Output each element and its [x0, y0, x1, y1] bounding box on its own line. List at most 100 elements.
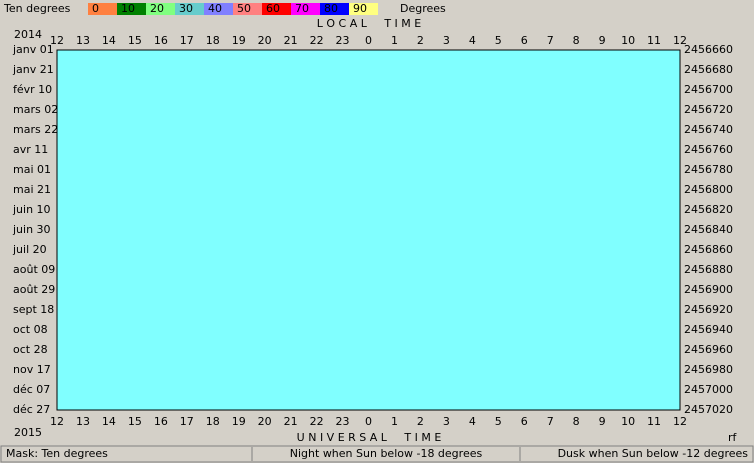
top-hour-label: 15	[128, 34, 142, 47]
top-hour-label: 14	[102, 34, 116, 47]
bottom-hour-label: 10	[621, 415, 635, 428]
bottom-hour-label: 9	[599, 415, 606, 428]
top-hour-label: 23	[336, 34, 350, 47]
date-label: déc 07	[13, 383, 50, 396]
bottom-hour-label: 16	[154, 415, 168, 428]
date-label: déc 27	[13, 403, 50, 416]
date-label: févr 10	[13, 83, 52, 96]
date-label: oct 28	[13, 343, 48, 356]
altitude-band	[733, 45, 754, 415]
top-hour-label: 21	[284, 34, 298, 47]
top-hour-label: 2	[417, 34, 424, 47]
julian-day-label: 2456800	[684, 183, 733, 196]
bottom-hour-label: 2	[417, 415, 424, 428]
julian-day-label: 2456820	[684, 203, 733, 216]
date-label: nov 17	[13, 363, 51, 376]
bottom-hour-label: 0	[365, 415, 372, 428]
julian-day-label: 2457020	[684, 403, 733, 416]
julian-day-label: 2456860	[684, 243, 733, 256]
top-hour-label: 19	[232, 34, 246, 47]
legend-label: 60	[266, 2, 280, 15]
bottom-hour-label: 1	[391, 415, 398, 428]
legend-label: 0	[92, 2, 99, 15]
date-label: juin 10	[12, 203, 51, 216]
julian-day-label: 2456980	[684, 363, 733, 376]
date-label: août 09	[13, 263, 55, 276]
bottom-hour-label: 3	[443, 415, 450, 428]
date-label: mars 22	[13, 123, 58, 136]
bottom-hour-label: 5	[495, 415, 502, 428]
bottom-hour-label: 12	[50, 415, 64, 428]
top-title: L O C A L T I M E	[317, 17, 422, 30]
bottom-hour-label: 21	[284, 415, 298, 428]
top-hour-label: 7	[547, 34, 554, 47]
plot-background	[57, 50, 680, 410]
julian-day-label: 2456880	[684, 263, 733, 276]
plot-border	[56, 49, 681, 411]
bottom-hour-label: 18	[206, 415, 220, 428]
bottom-hour-label: 14	[102, 415, 116, 428]
status-night: Night when Sun below -18 degrees	[290, 447, 483, 460]
top-hour-label: 5	[495, 34, 502, 47]
top-hour-label: 0	[365, 34, 372, 47]
julian-day-label: 2456840	[684, 223, 733, 236]
bottom-hour-label: 20	[258, 415, 272, 428]
legend-swatch	[320, 3, 349, 15]
bottom-hour-label: 17	[180, 415, 194, 428]
top-hour-label: 12	[50, 34, 64, 47]
date-label: sept 18	[13, 303, 54, 316]
top-hour-label: 13	[76, 34, 90, 47]
legend-swatch	[175, 3, 204, 15]
mask-label: Ten degrees	[3, 2, 71, 15]
date-label: août 29	[13, 283, 55, 296]
bottom-hour-label: 13	[76, 415, 90, 428]
bottom-hour-label: 19	[232, 415, 246, 428]
julian-day-label: 2456960	[684, 343, 733, 356]
date-label: mars 02	[13, 103, 58, 116]
julian-day-label: 2456680	[684, 63, 733, 76]
year-end: 2015	[14, 426, 42, 439]
legend-swatch	[146, 3, 175, 15]
legend-swatch	[233, 3, 262, 15]
legend-label: 30	[179, 2, 193, 15]
year-start: 2014	[14, 28, 42, 41]
legend-swatch	[204, 3, 233, 15]
top-hour-label: 10	[621, 34, 635, 47]
legend-label: 70	[295, 2, 309, 15]
bottom-hour-label: 15	[128, 415, 142, 428]
top-hour-label: 22	[310, 34, 324, 47]
legend-label: 80	[324, 2, 338, 15]
top-hour-label: 17	[180, 34, 194, 47]
date-label: juin 30	[12, 223, 51, 236]
date-label: avr 11	[13, 143, 48, 156]
date-label: janv 01	[12, 43, 54, 56]
legend-label: 10	[121, 2, 135, 15]
julian-day-label: 2456760	[684, 143, 733, 156]
corner-label: rf	[728, 431, 738, 444]
legend-unit: Degrees	[400, 2, 446, 15]
bottom-hour-label: 22	[310, 415, 324, 428]
date-label: janv 21	[12, 63, 54, 76]
date-label: mai 21	[13, 183, 51, 196]
top-hour-label: 20	[258, 34, 272, 47]
bottom-hour-label: 6	[521, 415, 528, 428]
status-bar	[0, 445, 754, 463]
bottom-hour-label: 7	[547, 415, 554, 428]
julian-day-label: 2457000	[684, 383, 733, 396]
legend-label: 90	[353, 2, 367, 15]
julian-day-label: 2456660	[684, 43, 733, 56]
julian-day-label: 2456780	[684, 163, 733, 176]
legend-label: 20	[150, 2, 164, 15]
top-hour-label: 6	[521, 34, 528, 47]
julian-day-label: 2456900	[684, 283, 733, 296]
legend-swatch	[291, 3, 320, 15]
legend-label: 50	[237, 2, 251, 15]
julian-day-label: 2456740	[684, 123, 733, 136]
date-label: oct 08	[13, 323, 48, 336]
status-mask: Mask: Ten degrees	[6, 447, 108, 460]
julian-day-label: 2456720	[684, 103, 733, 116]
julian-day-label: 2456700	[684, 83, 733, 96]
julian-day-label: 2456920	[684, 303, 733, 316]
